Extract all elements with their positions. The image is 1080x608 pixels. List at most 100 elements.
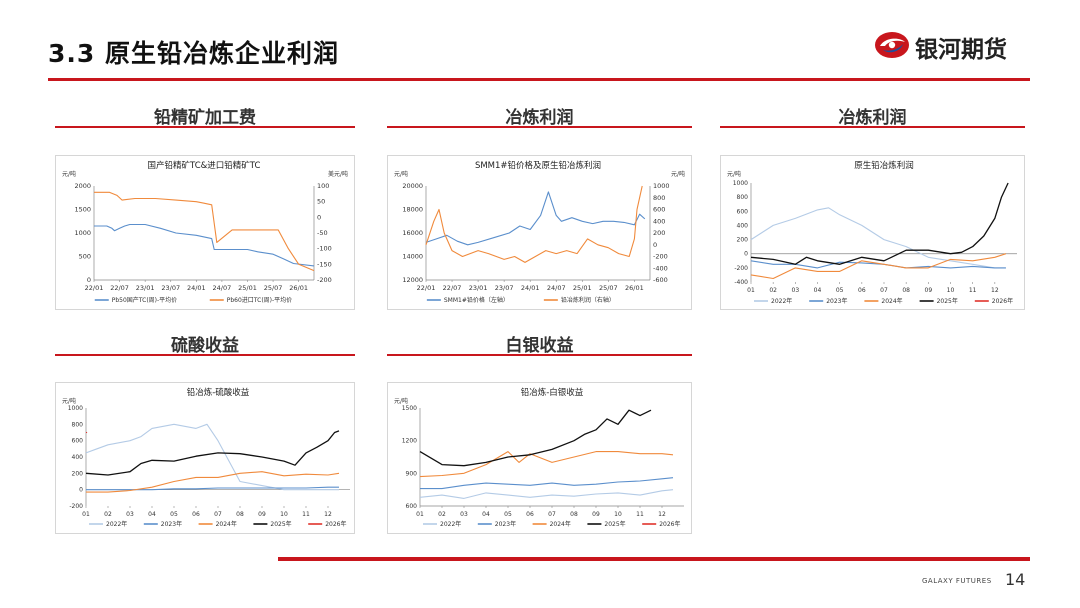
- legend-label: 2025年: [604, 520, 625, 528]
- x-tick-label: 05: [836, 287, 844, 294]
- y-tick-label: 800: [72, 421, 84, 428]
- section-title-profit-seasonal: 冶炼利润: [838, 108, 907, 128]
- x-tick-label: 24/07: [547, 284, 566, 292]
- legend-label: 铅冶炼利润（右轴）: [561, 296, 615, 304]
- legend-label: Pb60进口TC(周)-平均价: [227, 296, 292, 304]
- chart-title: 原生铅冶炼利润: [854, 160, 914, 171]
- x-tick-label: 09: [258, 511, 266, 518]
- y-tick-label: 0: [744, 251, 748, 258]
- x-tick-label: 06: [192, 511, 200, 518]
- company-logo: 银河期货: [873, 30, 1033, 63]
- x-tick-label: 09: [592, 511, 600, 518]
- y2-tick-label: 100: [317, 182, 329, 190]
- series-line-2024年: [750, 253, 1007, 280]
- chart-panel-profit-seasonal: 原生铅冶炼利润 元/吨 -400 -200 0 200 400 600 800 1000 01 02 0…: [720, 155, 1025, 310]
- y-tick-label: 600: [406, 503, 418, 510]
- series-line-2024年: [419, 451, 674, 478]
- y-tick-label: 1200: [402, 438, 417, 445]
- page-title: 3.3 原生铅冶炼企业利润: [48, 39, 339, 68]
- x-tick-label: 03: [792, 287, 800, 294]
- legend-label: 2024年: [216, 520, 237, 528]
- x-tick-label: 04: [482, 511, 490, 518]
- x-tick-label: 05: [504, 511, 512, 518]
- x-tick-label: 05: [170, 511, 178, 518]
- x-tick-label: 26/01: [625, 284, 644, 292]
- series-line-2022年: [85, 423, 339, 491]
- section-title-sulfuric: 硫酸收益: [171, 336, 239, 356]
- legend-label: 2026年: [325, 520, 346, 528]
- x-tick-label: 03: [460, 511, 468, 518]
- y-axis-unit: 元/吨: [62, 170, 76, 178]
- series-line-铅冶炼利润（右轴）: [425, 185, 643, 263]
- chart-panel-tc: 国产铅精矿TC&进口铅精矿TC 元/吨 美元/吨 0 500 1000 1500 2000 -2…: [55, 155, 355, 310]
- y-tick-label: 500: [79, 253, 91, 261]
- y2-tick-label: 0: [317, 213, 321, 221]
- x-tick-label: 01: [416, 511, 424, 518]
- x-tick-label: 22/01: [85, 284, 104, 292]
- x-tick-label: 12: [991, 287, 999, 294]
- y-axis-unit: 元/吨: [62, 397, 76, 405]
- x-tick-label: 23/01: [469, 284, 488, 292]
- x-tick-label: 06: [858, 287, 866, 294]
- y2-tick-label: 600: [653, 206, 665, 214]
- y-tick-label: 16000: [402, 229, 423, 237]
- y-tick-label: 800: [737, 194, 749, 201]
- y2-tick-label: 800: [653, 194, 665, 202]
- y2-tick-label: -400: [653, 264, 668, 272]
- x-tick-label: 26/01: [289, 284, 308, 292]
- footer-divider: [278, 557, 1030, 561]
- y2-tick-label: -150: [317, 260, 332, 268]
- series-line-Pb50国产TC(周)-平均价: [94, 223, 315, 267]
- legend-label: 2025年: [270, 520, 291, 528]
- series-line-2023年: [420, 477, 674, 490]
- series-line-2025年: [85, 430, 340, 476]
- x-tick-label: 09: [925, 287, 933, 294]
- x-tick-label: 11: [636, 511, 644, 518]
- x-tick-label: 01: [82, 511, 90, 518]
- x-tick-label: 07: [214, 511, 222, 518]
- x-tick-label: 04: [148, 511, 156, 518]
- y2-tick-label: 0: [653, 241, 657, 249]
- x-tick-label: 10: [947, 287, 955, 294]
- y-axis-unit: 元/吨: [394, 397, 408, 405]
- x-tick-label: 22/07: [443, 284, 462, 292]
- series-line-2024年: [86, 471, 340, 493]
- series-line-SMM1#铅价格（左轴）: [425, 191, 646, 246]
- x-tick-label: 11: [302, 511, 310, 518]
- section-rule: [387, 126, 692, 128]
- y2-tick-label: 200: [653, 229, 665, 237]
- x-tick-label: 10: [280, 511, 288, 518]
- series-line-2023年: [750, 260, 1006, 269]
- y-tick-label: 900: [406, 470, 418, 477]
- series-line-2023年: [86, 486, 339, 491]
- y-tick-label: 200: [737, 237, 749, 244]
- x-tick-label: 06: [526, 511, 534, 518]
- chart-panel-profit: SMM1#铅价格及原生铅冶炼利润 元/吨 元/吨 12000 14000 16000 180…: [387, 155, 692, 310]
- y2-tick-label: 50: [317, 198, 325, 206]
- y-tick-label: -400: [734, 279, 748, 286]
- x-tick-label: 08: [570, 511, 578, 518]
- x-tick-label: 23/07: [495, 284, 514, 292]
- y-tick-label: 12000: [402, 276, 423, 284]
- series-line-2025年: [750, 182, 1009, 265]
- y-tick-label: 1000: [733, 180, 748, 187]
- x-tick-label: 04: [814, 287, 822, 294]
- y-tick-label: 1500: [74, 206, 91, 214]
- x-tick-label: 22/07: [110, 284, 129, 292]
- y-axis-unit: 元/吨: [394, 170, 408, 178]
- y-tick-label: -200: [69, 503, 83, 510]
- y2-axis-unit: 美元/吨: [328, 170, 348, 178]
- x-tick-label: 25/01: [238, 284, 257, 292]
- x-tick-label: 08: [236, 511, 244, 518]
- legend-label: 2026年: [992, 297, 1013, 305]
- x-tick-label: 12: [658, 511, 666, 518]
- y-tick-label: 2000: [74, 182, 91, 190]
- y2-tick-label: -50: [317, 229, 328, 237]
- section-rule: [55, 354, 355, 356]
- x-tick-label: 25/07: [264, 284, 283, 292]
- section-rule: [387, 354, 692, 356]
- y2-tick-label: 1000: [653, 182, 670, 190]
- x-tick-label: 12: [324, 511, 332, 518]
- y-tick-label: 600: [737, 208, 749, 215]
- y-tick-label: -200: [734, 265, 748, 272]
